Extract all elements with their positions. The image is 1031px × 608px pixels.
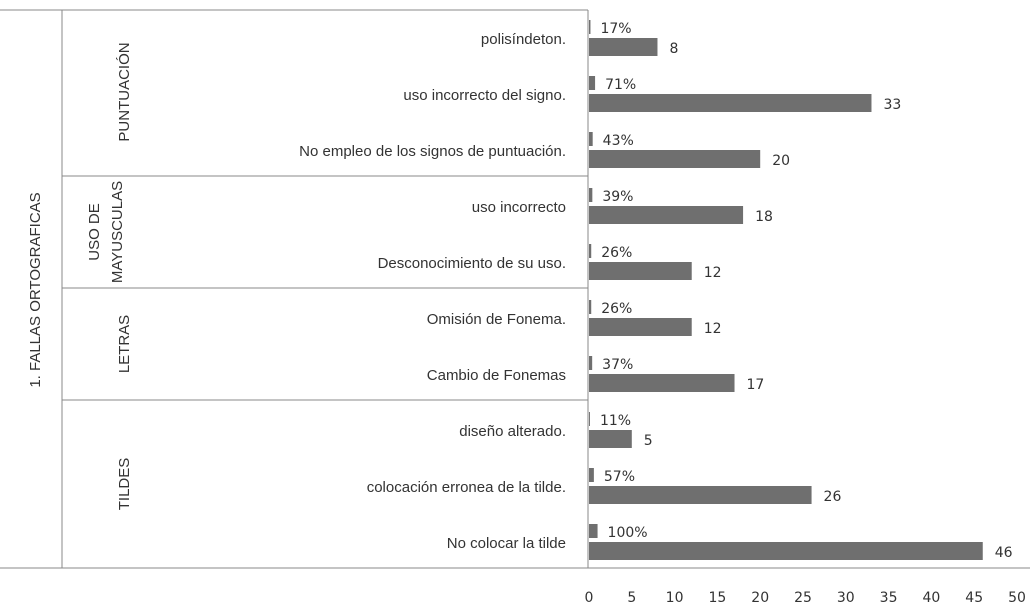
bar	[589, 356, 593, 370]
x-tick-label: 50	[1008, 590, 1026, 606]
bar	[589, 244, 592, 258]
bar	[589, 206, 744, 224]
x-tick-label: 40	[922, 590, 940, 606]
data-label: 100%	[608, 525, 648, 541]
data-label: 26%	[601, 245, 632, 261]
category-label: Desconocimiento de su uso.	[378, 255, 566, 272]
data-label: 33	[883, 97, 901, 113]
bar	[589, 20, 591, 34]
data-label: 71%	[605, 77, 636, 93]
data-label: 46	[995, 545, 1013, 561]
x-tick-label: 30	[837, 590, 855, 606]
data-label: 26%	[601, 301, 632, 317]
bar	[589, 412, 590, 426]
data-label: 26	[824, 489, 842, 505]
data-label: 57%	[604, 469, 635, 485]
category-label: colocación erronea de la tilde.	[367, 479, 566, 496]
data-label: 5	[644, 433, 653, 449]
group-label: TILDES	[116, 458, 133, 511]
category-label: uso incorrecto	[472, 199, 566, 216]
group-label: MAYUSCULAS	[109, 181, 126, 283]
group-label: PUNTUACIÓN	[116, 42, 133, 141]
x-tick-label: 0	[585, 590, 594, 606]
bar	[589, 486, 812, 504]
outer-label: 1. FALLAS ORTOGRAFICAS	[27, 192, 44, 387]
category-label: diseño alterado.	[459, 423, 566, 440]
data-label: 17%	[600, 21, 631, 37]
group-label: USO DE	[86, 203, 103, 261]
category-label: polisíndeton.	[481, 31, 566, 48]
data-label: 18	[755, 209, 773, 225]
bar	[589, 468, 594, 482]
x-tick-label: 10	[666, 590, 684, 606]
bar	[589, 300, 592, 314]
bar	[589, 132, 593, 146]
data-label: 43%	[603, 133, 634, 149]
data-label: 8	[669, 41, 678, 57]
bar	[589, 94, 872, 112]
x-tick-label: 5	[627, 590, 636, 606]
data-label: 39%	[602, 189, 633, 205]
data-label: 37%	[602, 357, 633, 373]
bar	[589, 38, 658, 56]
bar	[589, 188, 593, 202]
data-label: 17	[747, 377, 765, 393]
x-tick-label: 15	[708, 590, 726, 606]
category-label: Omisión de Fonema.	[427, 311, 566, 328]
data-label: 12	[704, 265, 722, 281]
data-label: 11%	[600, 413, 631, 429]
bar	[589, 430, 632, 448]
bar	[589, 542, 983, 560]
x-tick-label: 45	[965, 590, 983, 606]
bar	[589, 262, 692, 280]
x-tick-label: 25	[794, 590, 812, 606]
bar	[589, 524, 598, 538]
bar	[589, 150, 761, 168]
group-label: LETRAS	[116, 315, 133, 373]
bar	[589, 318, 692, 336]
category-label: uso incorrecto del signo.	[403, 87, 566, 104]
data-label: 12	[704, 321, 722, 337]
bar	[589, 76, 596, 90]
category-label: No empleo de los signos de puntuación.	[299, 143, 566, 160]
data-label: 20	[772, 153, 790, 169]
bar	[589, 374, 735, 392]
category-label: Cambio de Fonemas	[427, 367, 566, 384]
x-tick-label: 35	[880, 590, 898, 606]
category-label: No colocar la tilde	[447, 535, 566, 552]
x-tick-label: 20	[751, 590, 769, 606]
